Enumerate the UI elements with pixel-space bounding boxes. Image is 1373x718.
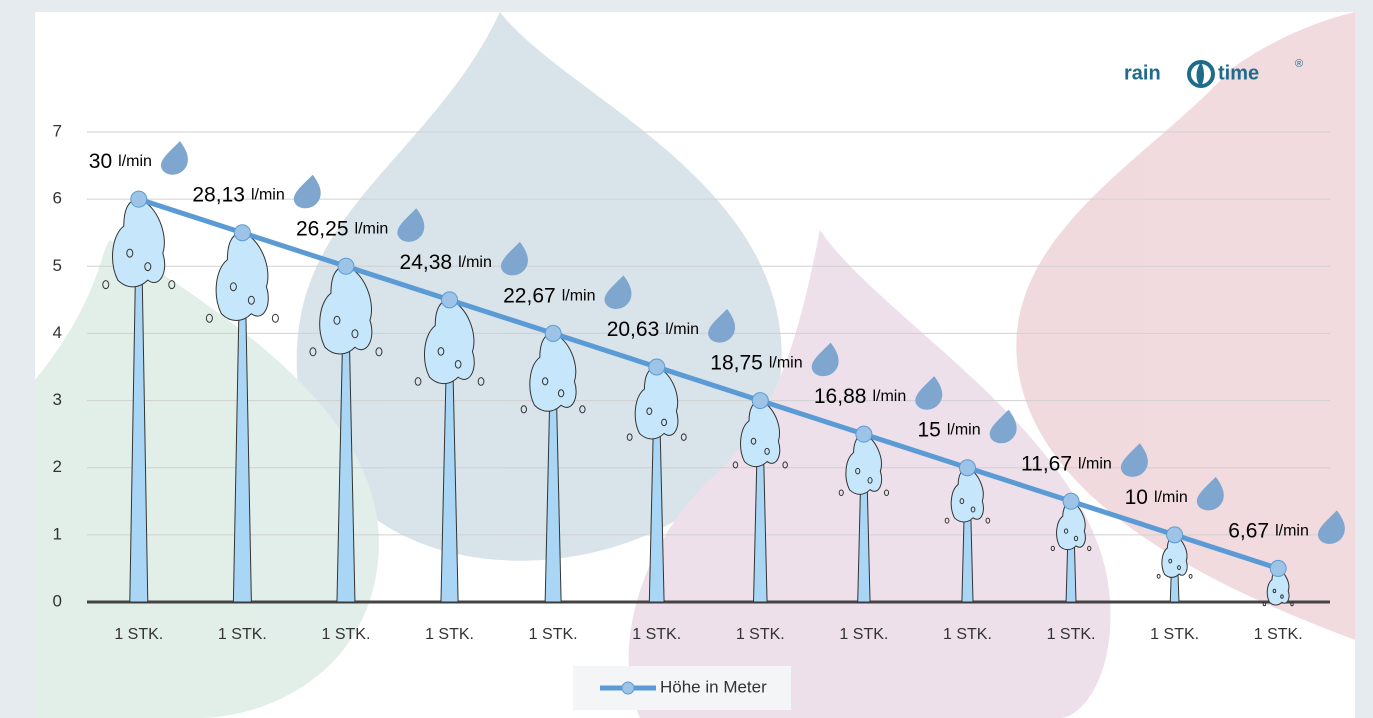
logo-right: time	[1218, 62, 1259, 84]
flow-value: 20,63	[607, 318, 660, 341]
y-tick-label: 2	[53, 457, 62, 476]
flow-unit: l/min	[355, 221, 389, 238]
x-tick-label: 1 STK.	[218, 626, 267, 643]
legend-label: Höhe in Meter	[660, 677, 767, 696]
flow-unit: l/min	[872, 388, 906, 405]
flow-value: 11,67	[1021, 452, 1072, 475]
flow-unit: l/min	[665, 321, 699, 338]
point-marker	[1167, 527, 1183, 543]
flow-unit: l/min	[1078, 456, 1112, 473]
flow-value: 6,67	[1228, 519, 1269, 542]
point-marker	[959, 460, 975, 476]
point-marker	[856, 426, 872, 442]
x-tick-label: 1 STK.	[114, 626, 163, 643]
flow-label: 30 l/min	[89, 150, 152, 173]
point-marker	[442, 292, 458, 308]
point-marker	[752, 393, 768, 409]
y-tick-label: 3	[53, 390, 62, 409]
flow-value: 28,13	[192, 183, 245, 206]
flow-label: 24,38 l/min	[400, 250, 492, 273]
x-tick-label: 1 STK.	[322, 626, 371, 643]
flow-unit: l/min	[251, 187, 285, 204]
flow-label: 28,13 l/min	[192, 183, 284, 206]
y-tick-label: 1	[53, 524, 62, 543]
flow-unit: l/min	[458, 254, 492, 271]
x-tick-label: 1 STK.	[839, 626, 888, 643]
flow-unit: l/min	[562, 288, 596, 305]
y-tick-label: 0	[53, 591, 62, 610]
point-marker	[545, 325, 561, 341]
flow-label: 22,67 l/min	[503, 284, 595, 307]
point-marker	[131, 191, 147, 207]
flow-value: 26,25	[296, 217, 349, 240]
flow-value: 22,67	[503, 284, 556, 307]
point-marker	[338, 258, 354, 274]
flow-unit: l/min	[118, 153, 152, 170]
flow-value: 18,75	[710, 351, 763, 374]
flow-value: 15	[917, 418, 940, 441]
flow-label: 18,75 l/min	[710, 351, 802, 374]
flow-value: 24,38	[400, 250, 453, 273]
y-tick-label: 6	[53, 189, 62, 208]
y-tick-label: 5	[53, 256, 62, 275]
x-tick-label: 1 STK.	[1047, 626, 1096, 643]
flow-unit: l/min	[1275, 523, 1309, 540]
flow-label: 20,63 l/min	[607, 318, 699, 341]
flow-label: 6,67 l/min	[1228, 519, 1309, 542]
x-tick-label: 1 STK.	[529, 626, 578, 643]
x-tick-label: 1 STK.	[1150, 626, 1199, 643]
logo-left: rain	[1124, 62, 1161, 84]
flow-value: 16,88	[814, 385, 867, 408]
x-tick-label: 1 STK.	[1254, 626, 1303, 643]
legend-marker	[622, 682, 634, 694]
flow-label: 11,67 l/min	[1021, 452, 1112, 475]
chart: rain time ® 0 1 2 3 4 5 6 7 1 STK. 30 l/min 1 STK. 2…	[0, 0, 1373, 718]
flow-label: 16,88 l/min	[814, 385, 906, 408]
logo-mark: ®	[1295, 58, 1303, 70]
x-tick-label: 1 STK.	[943, 626, 992, 643]
flow-label: 15 l/min	[917, 418, 980, 441]
x-tick-label: 1 STK.	[425, 626, 474, 643]
y-tick-label: 4	[53, 323, 62, 342]
point-marker	[234, 225, 250, 241]
flow-unit: l/min	[769, 355, 803, 372]
point-marker	[1270, 560, 1286, 576]
x-tick-label: 1 STK.	[632, 626, 681, 643]
flow-unit: l/min	[947, 422, 981, 439]
point-marker	[1063, 493, 1079, 509]
y-tick-label: 7	[53, 121, 62, 140]
x-tick-label: 1 STK.	[736, 626, 785, 643]
flow-value: 30	[89, 150, 112, 173]
flow-label: 26,25 l/min	[296, 217, 388, 240]
flow-unit: l/min	[1154, 489, 1188, 506]
flow-label: 10 l/min	[1125, 485, 1188, 508]
flow-value: 10	[1125, 485, 1148, 508]
point-marker	[649, 359, 665, 375]
